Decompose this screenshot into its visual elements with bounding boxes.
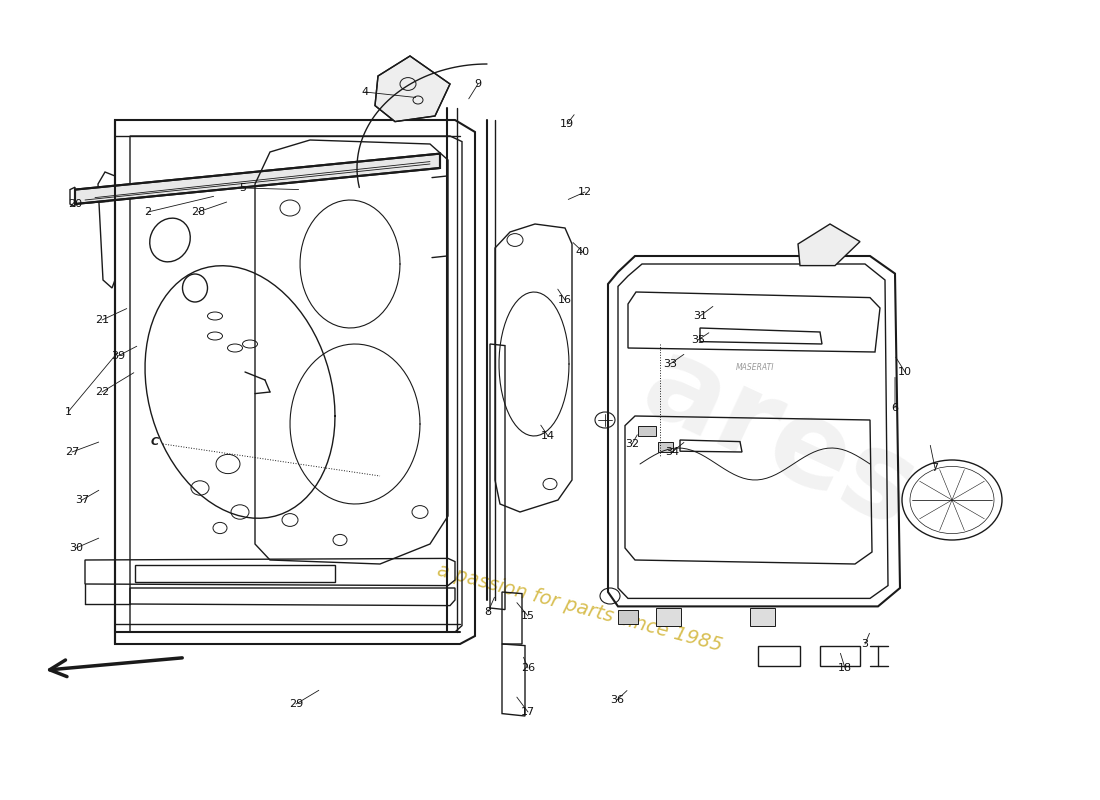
Text: 21: 21 <box>95 315 109 325</box>
Bar <box>750 608 776 626</box>
Polygon shape <box>75 154 440 204</box>
Text: 17: 17 <box>521 707 535 717</box>
Text: 5: 5 <box>240 183 246 193</box>
Text: 36: 36 <box>610 695 624 705</box>
Bar <box>656 608 681 626</box>
Text: 18: 18 <box>838 663 853 673</box>
Text: 28: 28 <box>191 207 205 217</box>
Text: 35: 35 <box>691 335 705 345</box>
Text: 3: 3 <box>861 639 869 649</box>
Text: 8: 8 <box>484 607 492 617</box>
Text: 20: 20 <box>68 199 82 209</box>
Text: 39: 39 <box>111 351 125 361</box>
Text: 4: 4 <box>362 87 369 97</box>
Text: 12: 12 <box>578 187 592 197</box>
Text: C: C <box>151 437 160 446</box>
Bar <box>135 565 336 582</box>
Text: 9: 9 <box>474 79 482 89</box>
Polygon shape <box>375 56 450 122</box>
Text: 2: 2 <box>144 207 152 217</box>
Text: 37: 37 <box>75 495 89 505</box>
Text: 29: 29 <box>289 699 304 709</box>
Text: 1: 1 <box>65 407 72 417</box>
Bar <box>618 610 638 624</box>
Text: 19: 19 <box>560 119 574 129</box>
Text: 6: 6 <box>891 403 899 413</box>
Text: 33: 33 <box>663 359 676 369</box>
Text: 40: 40 <box>576 247 590 257</box>
Text: 7: 7 <box>932 463 938 473</box>
Text: 30: 30 <box>69 543 82 553</box>
Bar <box>658 442 673 452</box>
Text: 32: 32 <box>625 439 639 449</box>
Text: 22: 22 <box>95 387 109 397</box>
Text: 31: 31 <box>693 311 707 321</box>
Text: 34: 34 <box>664 447 679 457</box>
Text: 15: 15 <box>521 611 535 621</box>
Text: 10: 10 <box>898 367 912 377</box>
Polygon shape <box>798 224 860 266</box>
Text: a passion for parts since 1985: a passion for parts since 1985 <box>436 561 725 655</box>
Text: 27: 27 <box>65 447 79 457</box>
Text: ares: ares <box>625 327 935 553</box>
Bar <box>638 426 656 436</box>
Text: MASERATI: MASERATI <box>736 363 774 373</box>
Text: 14: 14 <box>541 431 556 441</box>
Text: 16: 16 <box>558 295 572 305</box>
Text: 26: 26 <box>521 663 535 673</box>
